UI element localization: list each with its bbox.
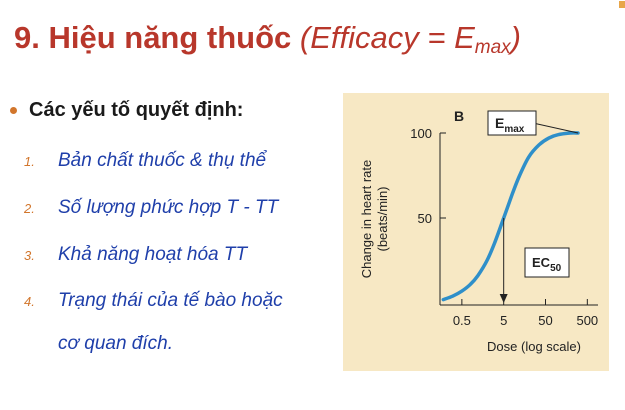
list-item: 1. Bản chất thuốc & thụ thể bbox=[24, 150, 266, 172]
x-tick-label: 0.5 bbox=[453, 313, 471, 328]
ec50-label-box bbox=[524, 247, 570, 278]
list-item: 2. Số lượng phức hợp T - TT bbox=[24, 197, 278, 219]
list-continuation: cơ quan đích. bbox=[58, 333, 174, 354]
list-number: 4. bbox=[24, 294, 35, 309]
curve-layer bbox=[441, 131, 580, 302]
list-text: Bản chất thuốc & thụ thể bbox=[58, 150, 267, 171]
y-axis-label-line1: Change in heart rate bbox=[359, 160, 374, 279]
x-axis-label: Dose (log scale) bbox=[487, 339, 581, 354]
emax-label-sub: max bbox=[504, 124, 524, 135]
title-subscript: max bbox=[474, 37, 511, 58]
y-axis-label-line2: (beats/min) bbox=[375, 186, 390, 251]
x-tick-label: 500 bbox=[576, 313, 598, 328]
slide-title: 9. Hiệu năng thuốc (Efficacy = Emax) bbox=[14, 18, 521, 58]
list-text: Khả năng hoạt hóa TT bbox=[58, 244, 248, 265]
list-text: Số lượng phức hợp T - TT bbox=[58, 197, 279, 218]
ec50-label: EC50 bbox=[532, 255, 562, 274]
emax-leader-line bbox=[532, 122, 579, 134]
x-tick-label: 50 bbox=[538, 313, 552, 328]
ec50-arrowhead bbox=[499, 294, 508, 303]
chart-axes bbox=[439, 132, 598, 306]
ec50-label-main: EC bbox=[532, 255, 551, 270]
y-tick-label: 100 bbox=[410, 126, 432, 141]
y-tick-label: 50 bbox=[418, 211, 432, 226]
list-number: 2. bbox=[24, 201, 35, 216]
list-number: 1. bbox=[24, 154, 35, 169]
chart-text-layer: 50 100 0.5 5 50 500 Dose (log scale) Change in … bbox=[359, 108, 598, 354]
title-italic: (Efficacy = Emax) bbox=[299, 20, 521, 58]
emax-label-box bbox=[487, 110, 537, 136]
bullet-heading-text: Các yếu tố quyết định: bbox=[29, 98, 244, 121]
list-item: 3. Khả năng hoạt hóa TT bbox=[24, 244, 247, 266]
bullet-dot-icon bbox=[10, 106, 17, 114]
corner-decoration bbox=[619, 1, 625, 8]
annotation-layer: Emax EC50 bbox=[487, 110, 579, 303]
bullet-heading: Các yếu tố quyết định: bbox=[10, 98, 243, 122]
y-axis-label: Change in heart rate(beats/min) bbox=[359, 160, 390, 279]
emax-label: Emax bbox=[495, 115, 525, 135]
x-tick-label: 5 bbox=[500, 313, 507, 328]
list-item: 4. Trạng thái của tế bào hoặc bbox=[24, 290, 283, 312]
dose-response-curve bbox=[441, 131, 580, 302]
dose-response-figure: Emax EC50 50 100 0.5 5 50 500 Dose (log scale) C… bbox=[343, 93, 609, 371]
ec50-label-sub: 50 bbox=[550, 263, 562, 274]
emax-label-main: E bbox=[495, 115, 504, 131]
title-italic-text: (Efficacy = E bbox=[299, 20, 475, 55]
panel-label: B bbox=[454, 108, 464, 124]
title-main: 9. Hiệu năng thuốc bbox=[14, 20, 300, 55]
list-number: 3. bbox=[24, 248, 35, 263]
list-text: Trạng thái của tế bào hoặc bbox=[58, 290, 283, 311]
title-close: ) bbox=[510, 20, 521, 55]
